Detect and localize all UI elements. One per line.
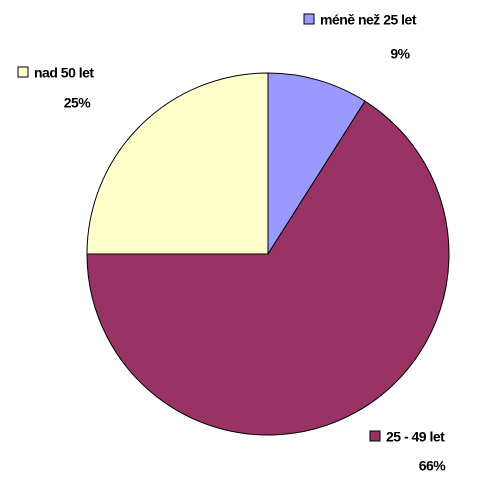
legend-key [369,430,381,442]
slice-value-label: 25% [64,95,92,111]
pie-slice [86,72,269,255]
slice-label: 25 - 49 let [386,429,445,445]
pie-slice [86,100,450,436]
legend-key [17,66,29,78]
slice-value-label: 66% [419,458,447,474]
slice-label: méně než 25 let [320,12,417,28]
slice-label: nad 50 let [34,65,94,81]
pie-slice [267,72,366,256]
legend-key [303,13,315,25]
slice-value-label: 9% [390,46,410,62]
